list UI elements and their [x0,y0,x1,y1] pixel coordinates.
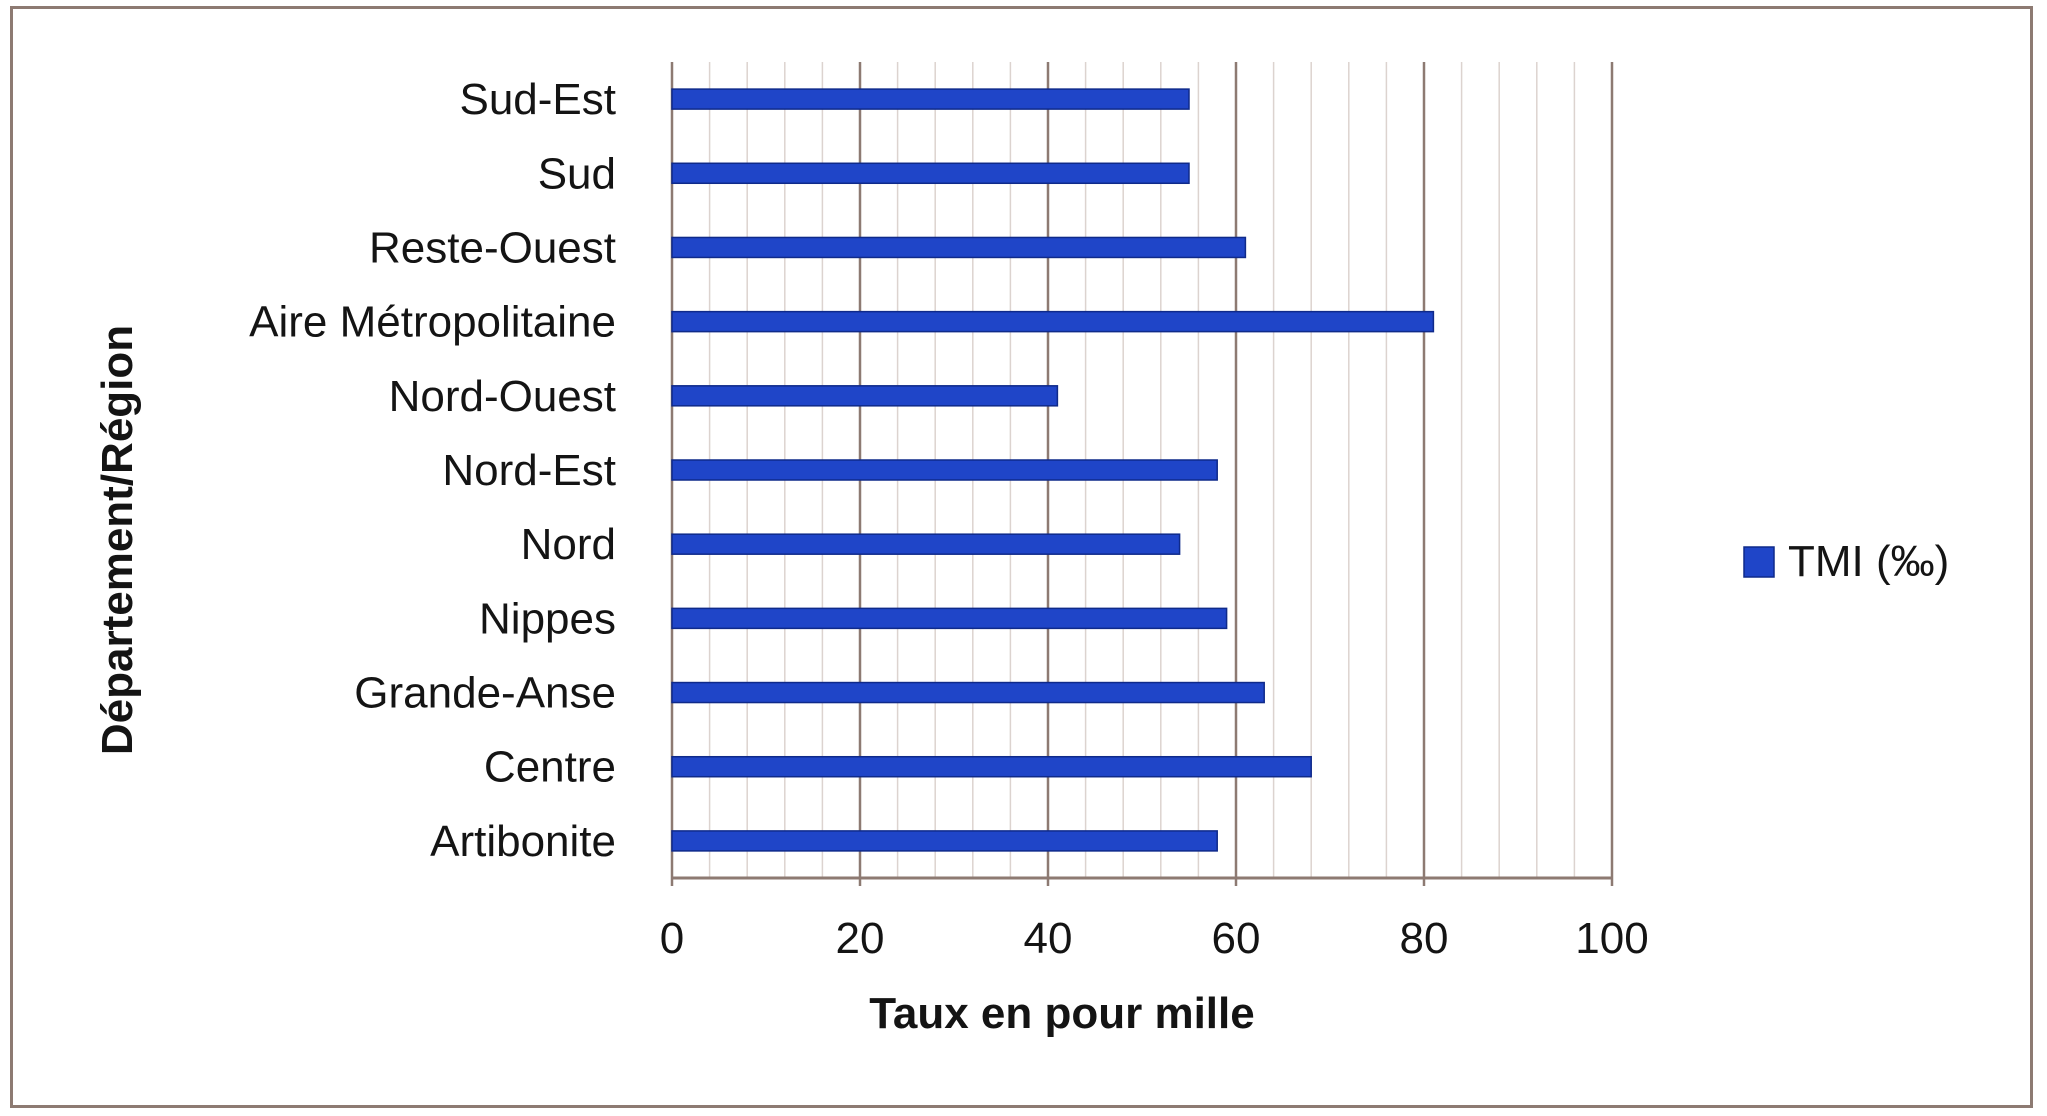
category-label: Sud-Est [459,75,616,124]
category-label: Nord [521,520,616,569]
bar [671,830,1218,852]
x-axis-title: Taux en pour mille [869,989,1254,1038]
x-tick-label: 60 [1212,914,1261,963]
bar [671,310,1435,333]
category-label: Aire Métropolitaine [249,298,616,347]
x-tick-label: 40 [1024,914,1073,963]
category-label: Nord-Ouest [389,372,616,421]
bar [671,607,1228,630]
category-label: Grande-Anse [354,669,616,718]
legend-swatch [1743,546,1775,578]
x-tick-label: 20 [836,914,885,963]
bar [671,385,1059,407]
category-label: Reste-Ouest [369,223,616,272]
bar [671,88,1190,110]
chart-frame [10,6,2033,1108]
x-tick-label: 0 [660,914,684,963]
legend-label: TMI (‰) [1788,537,1949,586]
bar-series [671,88,1435,852]
category-label: Nord-Est [442,446,616,495]
bar [671,459,1218,481]
category-label: Nippes [479,594,616,643]
bar [671,236,1247,259]
category-label: Artibonite [430,817,616,866]
x-tick-labels: 0 20 40 60 80 100 [660,914,1649,963]
bar [671,681,1265,704]
x-tick-label: 100 [1575,914,1648,963]
bar [671,533,1181,555]
bar [671,755,1312,778]
y-axis-title: Département/Région [93,325,142,755]
category-label: Sud [538,149,616,198]
bar [671,162,1190,185]
x-tick-label: 80 [1400,914,1449,963]
legend: TMI (‰) [1743,537,1949,586]
category-labels: Sud-Est Sud Reste-Ouest Aire Métropolitaine… [249,75,616,866]
category-label: Centre [484,743,616,792]
